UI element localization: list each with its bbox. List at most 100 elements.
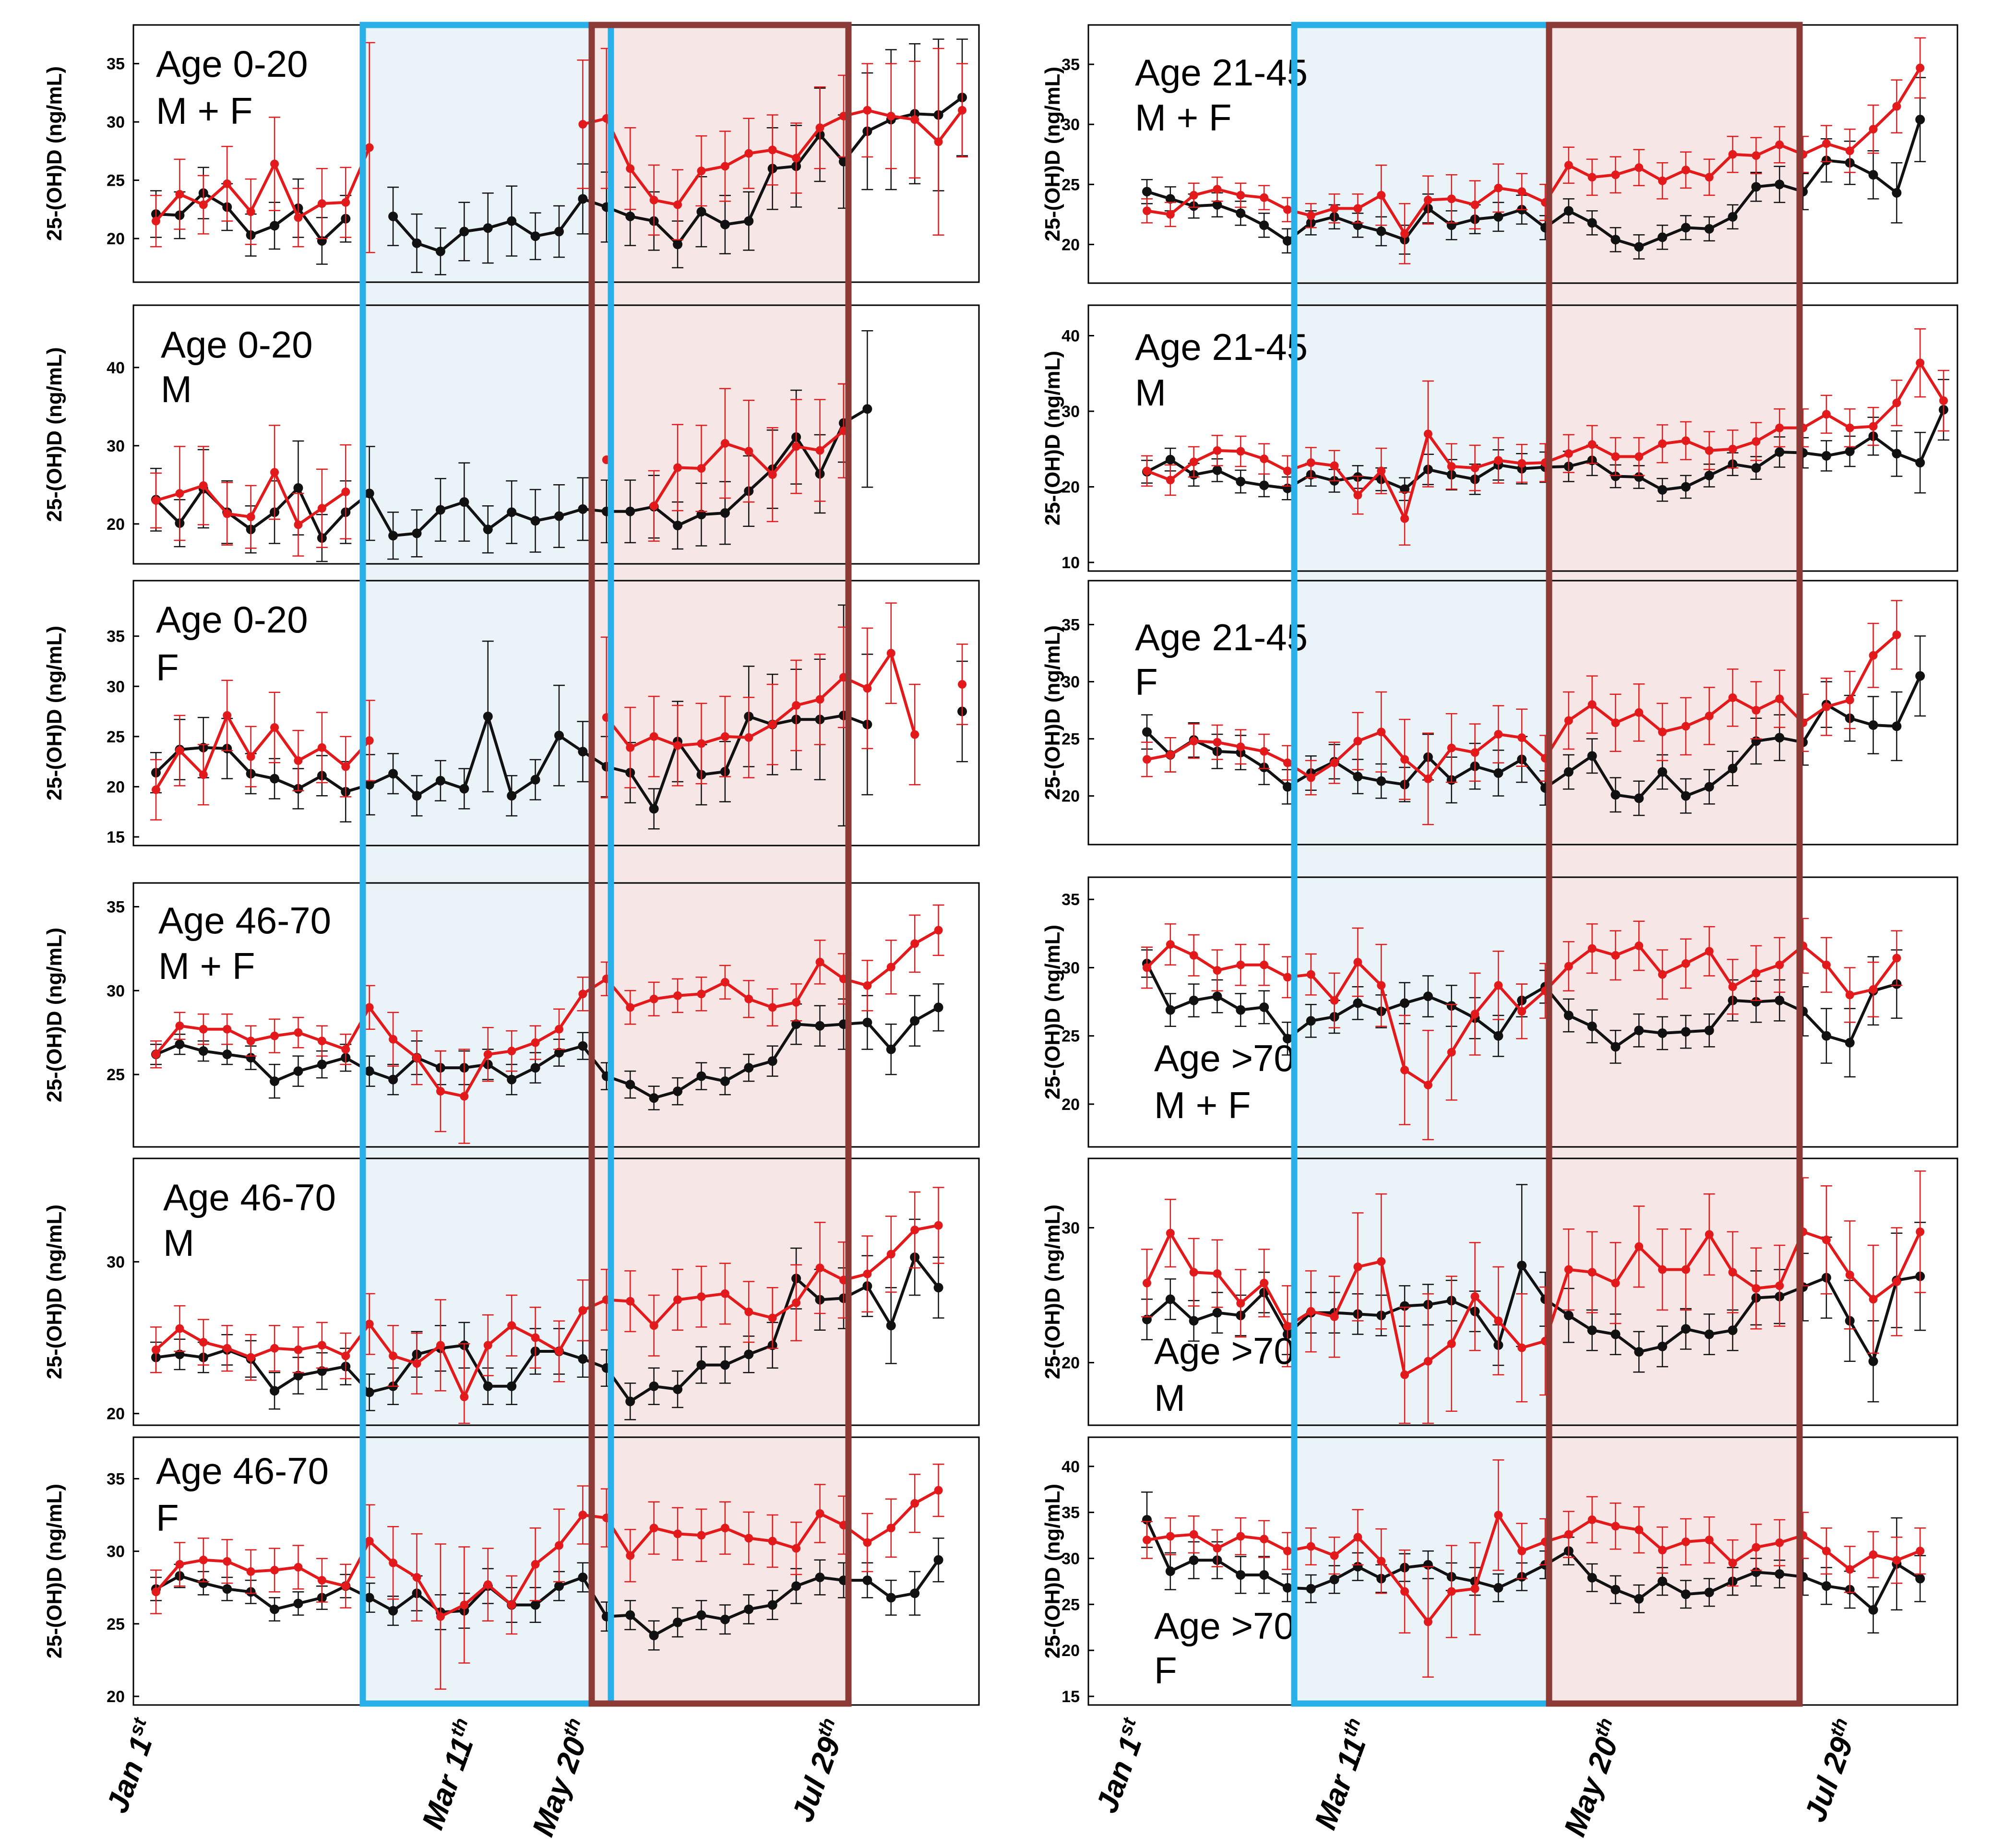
data-point: [294, 1562, 303, 1572]
data-point: [317, 1341, 326, 1350]
data-point: [460, 1600, 469, 1610]
data-point: [1822, 702, 1831, 711]
x-date-label: Jan 1st: [98, 1715, 165, 1817]
data-point: [1869, 422, 1878, 431]
data-point: [1611, 951, 1620, 960]
data-point: [507, 1600, 516, 1610]
data-point: [1470, 1292, 1479, 1301]
data-point: [720, 1614, 730, 1624]
data-point: [1400, 755, 1409, 764]
data-point: [1282, 236, 1292, 246]
data-point: [1306, 1307, 1315, 1316]
series-red: [1141, 1459, 1926, 1678]
data-point: [720, 1524, 729, 1533]
data-point: [1259, 480, 1269, 490]
data-point: [1611, 1278, 1620, 1288]
spring-band-border-left: [359, 22, 614, 1707]
y-axis-label: 25-(OH)D (ng/mL): [1041, 67, 1064, 241]
data-point: [744, 733, 753, 742]
panel-title-age: Age >70: [1154, 1330, 1295, 1372]
data-point: [483, 1381, 493, 1391]
data-point: [1845, 990, 1854, 1000]
data-point: [1775, 423, 1784, 432]
data-point: [1493, 1583, 1503, 1593]
data-point: [886, 111, 895, 120]
data-point: [1260, 960, 1269, 969]
data-point: [768, 470, 777, 479]
x-date-label: Mar 11th: [414, 1715, 486, 1834]
series-red: [1141, 918, 1903, 1141]
data-point: [1213, 1544, 1222, 1553]
data-point: [1143, 1278, 1151, 1288]
data-point: [1377, 981, 1386, 990]
data-point: [744, 216, 754, 226]
data-point: [1470, 1584, 1479, 1593]
data-point: [1845, 446, 1855, 456]
series-red: [150, 602, 968, 821]
data-point: [1728, 150, 1737, 159]
data-point: [1704, 224, 1714, 234]
data-point: [1634, 1347, 1644, 1357]
data-point: [886, 1524, 895, 1533]
data-point: [317, 1060, 327, 1070]
y-tick-label: 30: [107, 437, 125, 455]
data-point: [649, 732, 658, 741]
data-point: [863, 1269, 872, 1278]
series-line: [155, 929, 940, 1098]
y-tick-label: 20: [107, 1405, 125, 1423]
data-point: [175, 1039, 185, 1049]
data-point: [1681, 223, 1691, 233]
data-point: [934, 1486, 943, 1495]
data-point: [1330, 204, 1339, 213]
data-point: [649, 195, 658, 204]
data-point: [1143, 963, 1151, 972]
data-point: [436, 1087, 445, 1096]
data-point: [1400, 1065, 1409, 1074]
data-point: [1353, 1262, 1362, 1271]
panel-title-sex: M + F: [1135, 96, 1232, 139]
data-point: [792, 998, 801, 1007]
data-point: [1587, 1268, 1597, 1277]
series-red: [150, 42, 968, 253]
data-point: [649, 1381, 659, 1391]
data-point: [222, 1049, 232, 1060]
data-point: [1916, 1227, 1925, 1236]
data-point: [294, 213, 303, 222]
data-point: [1517, 1343, 1527, 1352]
spring-band-left: [363, 25, 611, 1705]
data-point: [530, 1600, 540, 1610]
data-point: [1189, 191, 1198, 200]
data-point: [1634, 472, 1644, 482]
data-point: [460, 1392, 469, 1401]
data-point: [673, 1617, 683, 1627]
data-point: [270, 1386, 280, 1396]
panel-title-sex: M: [1135, 371, 1166, 414]
data-point: [483, 525, 493, 535]
data-point: [1939, 396, 1948, 405]
data-point: [910, 1016, 920, 1026]
y-axis-label: 25-(OH)D (ng/mL): [43, 347, 66, 522]
data-point: [673, 1295, 682, 1304]
data-point: [1353, 1533, 1362, 1542]
data-point: [1915, 671, 1925, 681]
data-point: [270, 774, 280, 784]
data-point: [1728, 212, 1738, 222]
series-red: [150, 904, 944, 1144]
data-point: [246, 207, 255, 216]
data-point: [1775, 960, 1784, 969]
data-point: [673, 1529, 682, 1538]
data-point: [223, 1025, 232, 1034]
data-point: [1705, 446, 1714, 455]
data-point: [1845, 695, 1854, 704]
data-point: [792, 1298, 801, 1307]
data-point: [436, 1612, 445, 1621]
data-point: [1704, 782, 1714, 792]
data-point: [744, 1534, 753, 1543]
data-point: [507, 216, 517, 226]
data-point: [365, 1320, 374, 1329]
data-point: [1634, 1594, 1644, 1604]
data-point: [886, 1250, 895, 1259]
data-point: [1353, 958, 1362, 967]
data-point: [1494, 456, 1503, 465]
data-point: [649, 1321, 658, 1330]
